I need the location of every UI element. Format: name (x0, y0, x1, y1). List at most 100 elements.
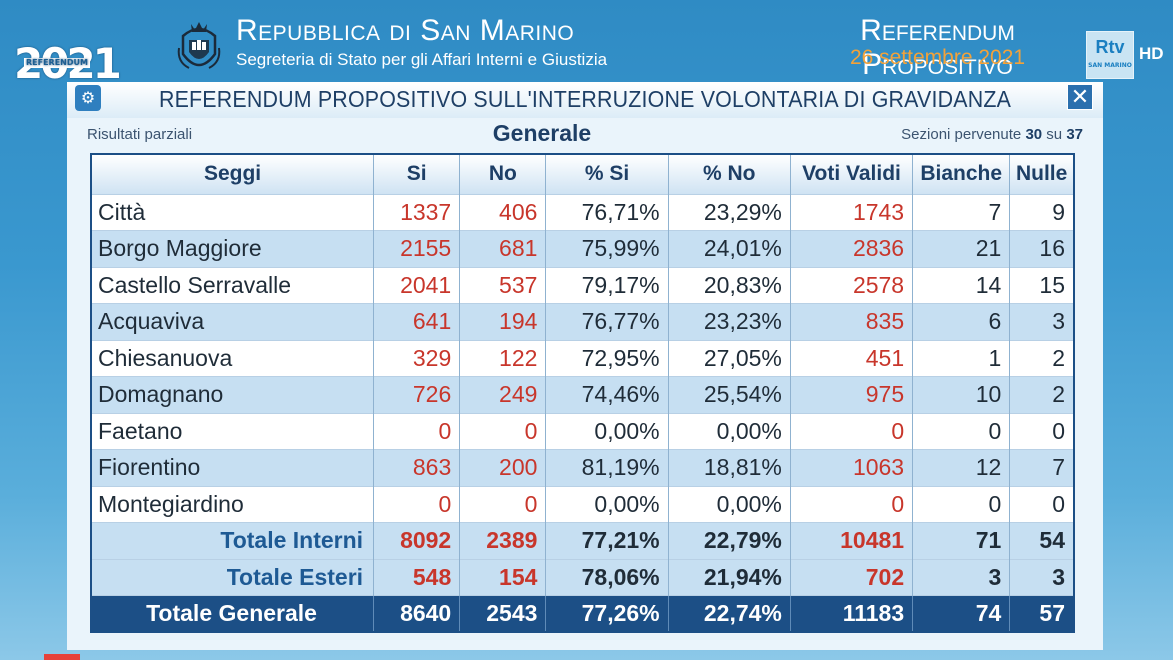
cell-pct-no: 24,01% (668, 230, 791, 267)
table-body: Città 1337 406 76,71% 23,29% 1743 7 9 Borgo Magg… (91, 193, 1075, 632)
cell-bianche: 71 (912, 522, 1011, 559)
cell-bianche: 74 (912, 595, 1011, 632)
cell-si: 863 (373, 449, 461, 486)
cell-no: 2543 (459, 595, 547, 632)
hd-badge: HD (1139, 44, 1164, 63)
cell-no: 200 (459, 449, 547, 486)
cell-pct-si: 75,99% (545, 230, 669, 267)
cell-nulle: 3 (1009, 303, 1075, 340)
sections-received-total: 37 (1066, 126, 1083, 143)
cell-no: 0 (459, 412, 547, 450)
referendum-2021-logo: 2021 REFERENDUM (14, 38, 122, 90)
table-row: Fiorentino 863 200 81,19% 18,81% 1063 12 7 (91, 449, 1075, 486)
cell-bianche: 7 (912, 193, 1011, 231)
cell-si: 1337 (373, 193, 461, 231)
cell-pct-no: 27,05% (668, 339, 791, 377)
col-header-seggi: Seggi (91, 154, 375, 194)
cell-pct-si: 72,95% (545, 339, 669, 377)
cell-si: 8640 (373, 595, 461, 632)
cell-nulle: 2 (1009, 376, 1075, 413)
cell-bianche: 0 (912, 412, 1011, 450)
cell-no: 122 (459, 339, 547, 377)
app-menu-icon[interactable]: ⚙ (75, 85, 101, 111)
table-header-row: Seggi Si No % Si % No Voti Validi Bianch… (91, 154, 1075, 194)
cell-pct-si: 77,21% (545, 522, 669, 559)
table-row: Acquaviva 641 194 76,77% 23,23% 835 6 3 (91, 303, 1075, 340)
cell-seggio: Montegiardino (91, 485, 375, 523)
cell-no: 154 (459, 558, 547, 596)
cell-pct-si: 76,71% (545, 193, 669, 231)
cell-seggio: Totale Esteri (91, 558, 375, 596)
cell-nulle: 7 (1009, 449, 1075, 486)
referendum-date: 26 settembre 2021 (849, 46, 1026, 69)
section-title: Generale (492, 120, 592, 146)
cell-voti-validi: 0 (790, 412, 914, 450)
cell-pct-no: 18,81% (668, 449, 791, 486)
cell-voti-validi: 975 (790, 376, 914, 413)
cell-pct-no: 22,74% (668, 595, 791, 632)
cell-bianche: 0 (912, 485, 1011, 523)
cell-nulle: 9 (1009, 193, 1075, 231)
rtv-logo-subtext: SAN MARINO (1088, 62, 1132, 69)
cell-seggio: Domagnano (91, 376, 375, 413)
panel-title-bar: ⚙ REFERENDUM PROPOSITIVO SULL'INTERRUZIO… (67, 82, 1103, 118)
cell-nulle: 15 (1009, 266, 1075, 304)
cell-voti-validi: 10481 (790, 522, 914, 559)
cell-si: 726 (373, 376, 461, 413)
cell-voti-validi: 451 (790, 339, 914, 377)
cell-pct-no: 0,00% (668, 485, 791, 523)
cell-si: 8092 (373, 522, 461, 559)
table-row: Domagnano 726 249 74,46% 25,54% 975 10 2 (91, 376, 1075, 413)
cell-pct-no: 23,29% (668, 193, 791, 231)
results-table: Seggi Si No % Si % No Voti Validi Bianch… (90, 153, 1075, 633)
col-header-no: No (459, 154, 547, 194)
sections-received-count: 30 (1025, 126, 1043, 143)
cell-seggio: Totale Interni (91, 522, 375, 559)
cell-no: 249 (459, 376, 547, 413)
cell-voti-validi: 11183 (790, 595, 914, 632)
referendum-title: Referendum Propositivo (860, 14, 1015, 81)
rtv-channel-logo: Rtv SAN MARINO (1086, 31, 1134, 79)
cell-nulle: 2 (1009, 339, 1075, 377)
cell-pct-si: 0,00% (545, 485, 669, 523)
table-row: Chiesanuova 329 122 72,95% 27,05% 451 1 2 (91, 339, 1075, 377)
results-panel: ⚙ REFERENDUM PROPOSITIVO SULL'INTERRUZIO… (67, 82, 1103, 650)
cell-nulle: 54 (1009, 522, 1075, 559)
cell-no: 406 (459, 193, 547, 231)
cell-bianche: 14 (912, 266, 1011, 304)
cell-seggio: Castello Serravalle (91, 266, 375, 304)
col-header-pct-no: % No (668, 154, 791, 194)
sections-received: Sezioni pervenute 30 su 37 (847, 126, 1083, 143)
table-grand-total-row: Totale Generale 8640 2543 77,26% 22,74% 11183… (91, 595, 1075, 632)
cell-bianche: 3 (912, 558, 1011, 596)
cell-pct-si: 81,19% (545, 449, 669, 486)
rtv-logo-text: Rtv (1095, 37, 1125, 57)
col-header-pct-si: % Si (545, 154, 669, 194)
cell-seggio: Acquaviva (91, 303, 375, 340)
cell-si: 641 (373, 303, 461, 340)
cell-pct-si: 76,77% (545, 303, 669, 340)
cell-bianche: 10 (912, 376, 1011, 413)
cell-pct-si: 79,17% (545, 266, 669, 304)
cell-si: 0 (373, 485, 461, 523)
cell-seggio: Chiesanuova (91, 339, 375, 377)
col-header-voti-validi: Voti Validi (790, 154, 914, 194)
cell-voti-validi: 702 (790, 558, 914, 596)
cell-bianche: 6 (912, 303, 1011, 340)
cell-si: 329 (373, 339, 461, 377)
close-button[interactable]: ✕ (1067, 84, 1093, 110)
cell-pct-no: 0,00% (668, 412, 791, 450)
cell-si: 548 (373, 558, 461, 596)
cell-nulle: 0 (1009, 485, 1075, 523)
cell-nulle: 0 (1009, 412, 1075, 450)
sections-received-prefix: Sezioni pervenute (901, 126, 1022, 143)
san-marino-crest-icon (177, 22, 221, 69)
bottom-edge-mark (44, 654, 80, 660)
cell-pct-no: 23,23% (668, 303, 791, 340)
cell-pct-no: 22,79% (668, 522, 791, 559)
cell-seggio: Totale Generale (91, 595, 375, 632)
cell-no: 0 (459, 485, 547, 523)
republic-subtitle: Segreteria di Stato per gli Affari Inter… (236, 50, 608, 69)
cell-si: 0 (373, 412, 461, 450)
cell-no: 681 (459, 230, 547, 267)
